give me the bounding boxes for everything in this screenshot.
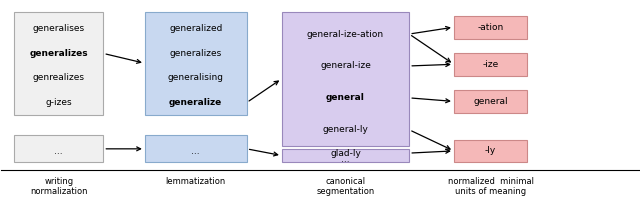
FancyBboxPatch shape [454,90,527,113]
Text: genrealizes: genrealizes [33,74,84,83]
Text: normalized  minimal
units of meaning: normalized minimal units of meaning [448,177,534,196]
Text: ...: ... [191,147,200,155]
Text: generalized: generalized [169,24,223,33]
Text: general-ize: general-ize [320,61,371,70]
FancyBboxPatch shape [282,12,409,146]
Text: generalize: generalize [169,98,222,107]
Text: general: general [326,93,365,102]
Text: -ly: -ly [485,146,496,155]
Text: generalizes: generalizes [29,49,88,58]
FancyBboxPatch shape [454,16,527,38]
FancyBboxPatch shape [145,135,246,162]
Text: canonical
segmentation: canonical segmentation [316,177,374,196]
FancyBboxPatch shape [282,149,409,162]
Text: writing
normalization: writing normalization [30,177,88,196]
Text: general: general [473,97,508,106]
Text: general-ly: general-ly [323,125,369,134]
Text: generalizes: generalizes [170,49,222,58]
Text: glad-ly: glad-ly [330,149,361,158]
Text: general-ize-ation: general-ize-ation [307,29,384,38]
Text: g-izes: g-izes [45,98,72,107]
FancyBboxPatch shape [14,12,103,115]
FancyBboxPatch shape [454,140,527,162]
Text: ...: ... [54,147,63,155]
FancyBboxPatch shape [14,135,103,162]
FancyBboxPatch shape [454,53,527,76]
Text: generalising: generalising [168,74,224,83]
Text: -ation: -ation [477,23,504,32]
Text: -ize: -ize [483,60,499,69]
FancyBboxPatch shape [145,12,246,115]
Text: generalises: generalises [33,24,85,33]
Text: ...: ... [341,155,350,164]
Text: lemmatization: lemmatization [166,177,226,186]
